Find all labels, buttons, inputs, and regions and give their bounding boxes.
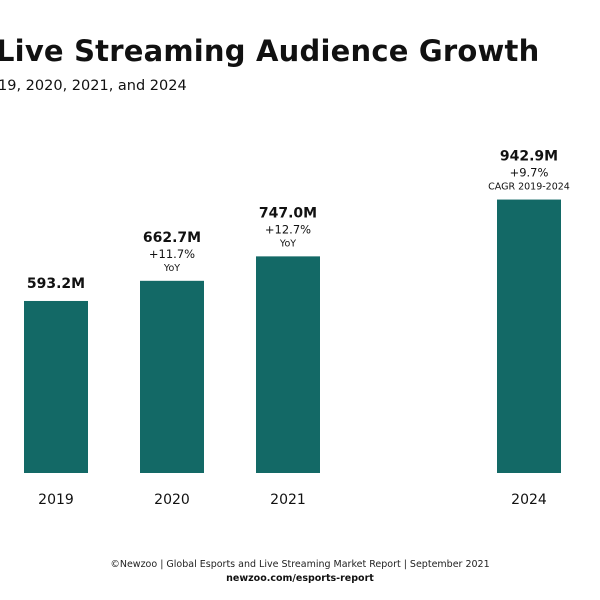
x-tick-label-2024: 2024	[511, 492, 547, 508]
chart-title: Live Streaming Audience Growth	[0, 34, 540, 68]
chart-subtitle: 19, 2020, 2021, and 2024	[0, 78, 187, 94]
value-label-2020: 662.7M	[143, 230, 201, 246]
bar-chart: 593.2M 2019 YoY +11.7%662.7M 2020 YoY +12.7%74…	[24, 149, 570, 508]
annotation-2021: YoY	[279, 238, 296, 249]
annotation-2024: +9.7%	[510, 166, 549, 180]
annotation-2020: YoY	[163, 263, 180, 274]
value-label-2019: 593.2M	[27, 276, 85, 292]
bar-2020	[140, 280, 204, 473]
x-tick-label-2020: 2020	[154, 492, 190, 508]
footer-url-link[interactable]: newzoo.com/esports-report	[226, 573, 374, 584]
x-tick-label-2021: 2021	[270, 492, 306, 508]
footer-source: ©Newzoo | Global Esports and Live Stream…	[110, 559, 490, 570]
bar-2021	[256, 256, 320, 473]
x-tick-label-2019: 2019	[38, 492, 74, 508]
bar-2024	[497, 199, 561, 473]
annotation-2021: +12.7%	[265, 222, 311, 236]
bar-2019	[24, 300, 88, 473]
annotation-2024: CAGR 2019-2024	[488, 182, 570, 193]
annotation-2020: +11.7%	[149, 247, 195, 261]
value-label-2021: 747.0M	[259, 205, 317, 221]
value-label-2024: 942.9M	[500, 149, 558, 165]
